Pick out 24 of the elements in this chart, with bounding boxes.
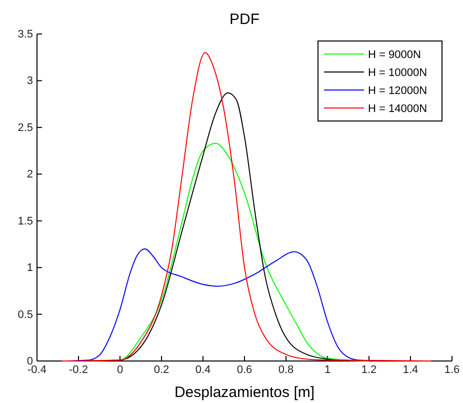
x-tick-label: 1.6	[444, 364, 460, 376]
y-tick-label: 3.5	[18, 28, 33, 41]
x-tick-label: -0.2	[69, 364, 88, 376]
y-tick-label: 1.5	[18, 215, 33, 228]
legend-label: H = 14000N	[368, 103, 428, 115]
y-tick-label: 1	[26, 262, 33, 274]
x-axis-title: Desplazamientos [m]	[174, 384, 315, 401]
x-tick-label: 0.6	[236, 364, 252, 376]
x-tick-label: 0	[116, 364, 124, 376]
chart-title: PDF	[230, 11, 260, 28]
x-tick-label: 0.8	[278, 364, 294, 376]
legend-label: H = 10000N	[368, 67, 428, 79]
y-tick-label: 2	[26, 168, 33, 181]
y-tick-label: 3	[26, 75, 33, 88]
x-tick-label: 1.2	[361, 364, 377, 376]
legend-label: H = 9000N	[368, 49, 421, 61]
x-tick-label: 1	[324, 364, 331, 376]
y-tick-label: 0.5	[18, 308, 33, 321]
x-tick-label: 0.2	[154, 364, 170, 376]
line-series	[61, 52, 432, 362]
legend-label: H = 12000N	[368, 85, 428, 97]
x-tick-label: 0.4	[195, 364, 211, 376]
y-tick-label: 2.5	[18, 122, 33, 134]
x-tick-label: 1.4	[402, 364, 418, 376]
